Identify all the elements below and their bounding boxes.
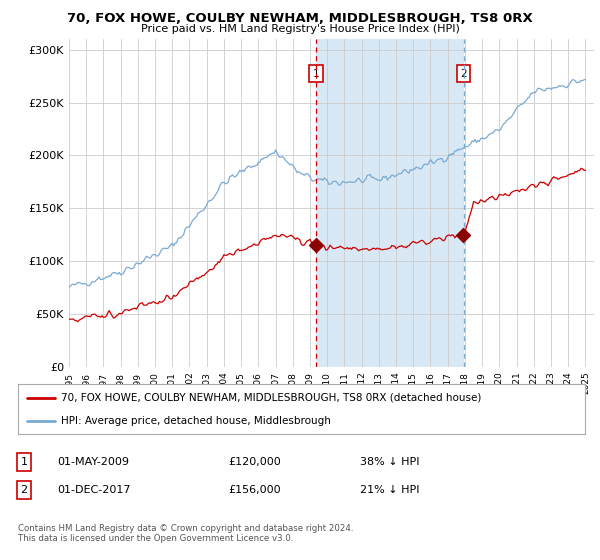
Text: Price paid vs. HM Land Registry's House Price Index (HPI): Price paid vs. HM Land Registry's House … (140, 24, 460, 34)
Bar (316, 39, 464, 367)
Text: 1: 1 (20, 457, 28, 467)
Text: 01-DEC-2017: 01-DEC-2017 (57, 485, 131, 495)
Text: £120,000: £120,000 (228, 457, 281, 467)
Text: 38% ↓ HPI: 38% ↓ HPI (360, 457, 419, 467)
Text: 21% ↓ HPI: 21% ↓ HPI (360, 485, 419, 495)
Text: 70, FOX HOWE, COULBY NEWHAM, MIDDLESBROUGH, TS8 0RX: 70, FOX HOWE, COULBY NEWHAM, MIDDLESBROU… (67, 12, 533, 25)
Point (311, 240, 320, 249)
Text: 01-MAY-2009: 01-MAY-2009 (57, 457, 129, 467)
Text: Contains HM Land Registry data © Crown copyright and database right 2024.
This d: Contains HM Land Registry data © Crown c… (18, 524, 353, 543)
Text: £156,000: £156,000 (228, 485, 281, 495)
Text: 2: 2 (20, 485, 28, 495)
Text: 70, FOX HOWE, COULBY NEWHAM, MIDDLESBROUGH, TS8 0RX (detached house): 70, FOX HOWE, COULBY NEWHAM, MIDDLESBROU… (61, 393, 481, 403)
Text: 1: 1 (313, 68, 319, 78)
Point (458, 230, 468, 239)
Text: HPI: Average price, detached house, Middlesbrough: HPI: Average price, detached house, Midd… (61, 416, 331, 426)
Text: 2: 2 (460, 68, 467, 78)
